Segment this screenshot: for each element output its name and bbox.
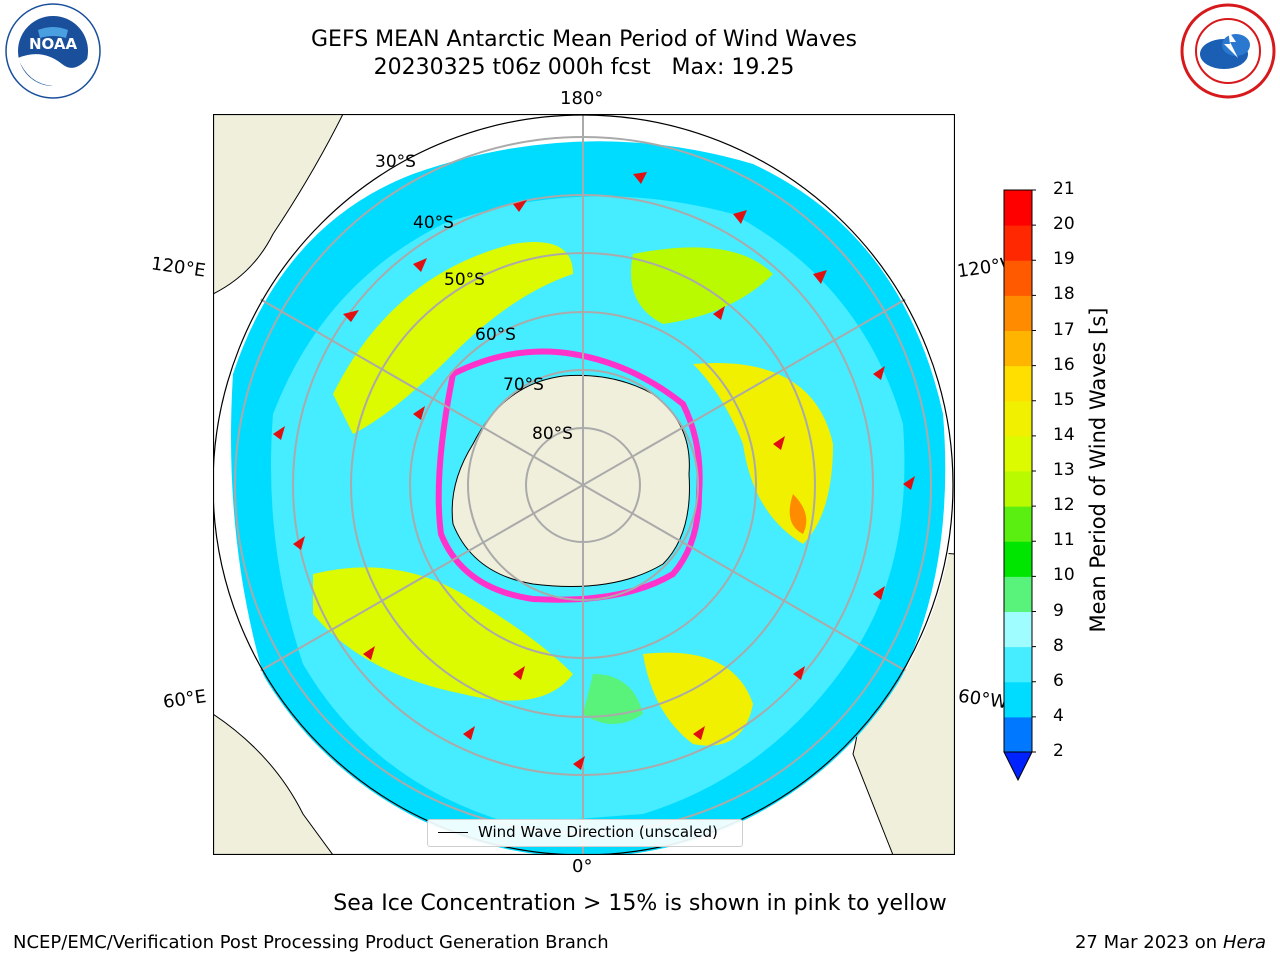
colorbar-segment [1004,225,1032,261]
colorbar-tick-label: 8 [1053,635,1064,656]
colorbar-tick-label: 10 [1053,565,1075,586]
colorbar-segment [1004,365,1032,402]
colorbar-tick-label: 20 [1053,214,1075,235]
colorbar-tick-label: 16 [1053,354,1075,375]
footer-organization: NCEP/EMC/Verification Post Processing Pr… [13,932,609,953]
colorbar [1003,189,1036,782]
colorbar-segment [1004,471,1032,507]
lat-label-70s: 70°S [503,375,544,395]
colorbar-tick-label: 17 [1053,319,1075,340]
colorbar-tick-label: 2 [1053,741,1064,761]
chart-title: GEFS MEAN Antarctic Mean Period of Wind … [311,27,857,52]
nws-logo-icon [1180,3,1276,99]
footer-date-text: 27 Mar 2023 on [1074,932,1218,953]
colorbar-tick-label: 21 [1053,179,1075,199]
lon-label-180: 180° [560,88,604,109]
legend-label: Wind Wave Direction (unscaled) [478,823,718,841]
colorbar-tick-label: 19 [1053,249,1075,270]
colorbar-tick-label: 18 [1053,284,1075,305]
wind-wave-arrows [273,172,915,770]
colorbar-extend-triangle [1003,751,1033,782]
colorbar-segment [1004,681,1032,718]
colorbar-tick-label: 6 [1053,670,1064,691]
noaa-logo-icon: NOAA [5,3,101,99]
lat-label-80s: 80°S [532,424,573,444]
colorbar-tick-label: 9 [1053,600,1064,621]
colorbar-tick-label: 13 [1053,460,1075,480]
legend: Wind Wave Direction (unscaled) [427,819,743,847]
map-panel [213,114,955,855]
lat-label-30s: 30°S [375,152,416,172]
colorbar-label: Mean Period of Wind Waves [s] [1086,307,1110,633]
colorbar-tick-label: 12 [1053,495,1075,516]
graticule [234,114,932,855]
colorbar-segment [1004,541,1032,577]
legend-line-swatch [438,832,468,833]
noaa-logo-text: NOAA [29,35,78,53]
colorbar-segment [1004,611,1032,648]
antarctica-land [451,374,690,587]
footer-date: 27 Mar 2023 on Hera [1075,932,1266,953]
colorbar-segment [1004,295,1032,331]
colorbar-segment [1004,646,1032,683]
colorbar-segment [1004,576,1032,612]
colorbar-segment [1004,260,1032,296]
lon-label-0: 0° [572,856,593,877]
colorbar-segment [1004,506,1032,542]
lon-label-60e: 60°E [161,686,208,713]
sea-ice-caption: Sea Ice Concentration > 15% is shown in … [333,891,947,916]
colorbar-tick-label: 15 [1053,389,1075,410]
colorbar-tick-label: 4 [1053,705,1064,726]
colorbar-segment [1004,400,1032,437]
lon-label-120e: 120°E [149,253,207,282]
lat-label-60s: 60°S [475,325,516,345]
chart-subtitle: 20230325 t06z 000h fcst Max: 19.25 [373,55,795,80]
lat-label-40s: 40°S [413,213,454,233]
colorbar-tick-label: 14 [1053,424,1075,445]
colorbar-tick-label: 11 [1053,530,1075,551]
colorbar-segment [1004,435,1032,472]
footer-machine: Hera [1222,932,1266,953]
colorbar-segment [1004,330,1032,367]
colorbar-segment [1004,716,1032,753]
lat-label-50s: 50°S [444,270,485,290]
colorbar-segment [1004,190,1032,226]
